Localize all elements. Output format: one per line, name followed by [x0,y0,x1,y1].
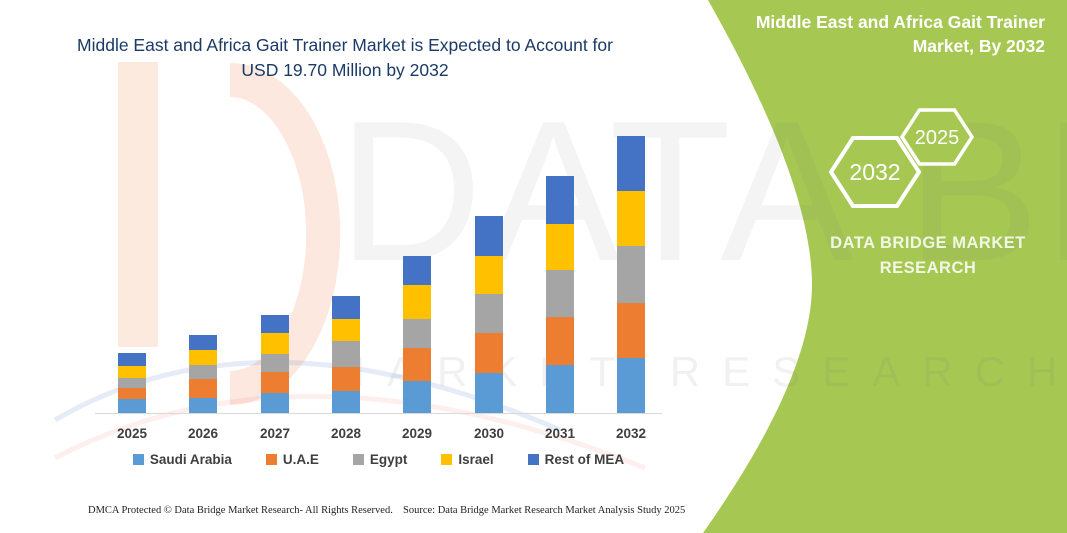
legend-label-saudi-arabia: Saudi Arabia [149,452,232,467]
bar-2026 [189,334,217,413]
side-panel-title-line1: Middle East and Africa Gait Trainer [755,12,1045,32]
x-axis-label-2032: 2032 [615,426,647,441]
bar-2029 [403,255,431,413]
x-axis-label-2029: 2029 [401,426,433,441]
side-panel-title: Middle East and Africa Gait Trainer Mark… [756,10,1045,58]
watermark-swoosh-red [53,394,646,471]
legend-item-egypt: Egypt [352,452,408,467]
bar-2025 [118,352,146,413]
chart-title-line2: USD 19.70 Million by 2032 [241,60,449,80]
bar-segment-egypt [118,377,146,388]
bar-2028 [332,295,360,413]
bar-segment-saudi-arabia [189,398,217,413]
bar-segment-israel [403,285,431,319]
bar-segment-egypt [475,293,503,333]
bar-segment-rest-of-mea [546,176,574,224]
legend-swatch-israel [441,454,453,465]
hexagon-2032-label: 2032 [849,159,900,185]
brand-name: DATA BRIDGE MARKET RESEARCH [800,231,1056,281]
legend-swatch-egypt [352,454,364,465]
legend-label-israel: Israel [458,452,494,467]
bar-segment-egypt [261,353,289,372]
bar-segment-saudi-arabia [118,398,146,413]
bar-2027 [261,314,289,413]
bar-segment-u-a-e [546,316,574,365]
hexagon-2025 [899,108,975,166]
copyright-text: DMCA Protected © Data Bridge Market Rese… [88,505,393,516]
bar-segment-saudi-arabia [261,393,289,413]
bar-segment-saudi-arabia [403,381,431,413]
bar-segment-saudi-arabia [546,364,574,413]
bar-2032 [617,136,645,413]
watermark-logo-stem [118,62,158,347]
bar-segment-rest-of-mea [617,136,645,191]
bar-segment-rest-of-mea [403,255,431,286]
bar-segment-egypt [617,246,645,303]
brand-line1: DATA BRIDGE MARKET [830,234,1026,252]
bar-2030 [475,215,503,413]
bar-segment-u-a-e [475,333,503,373]
bar-segment-u-a-e [403,347,431,382]
chart-title-line1: Middle East and Africa Gait Trainer Mark… [77,35,613,55]
x-axis-line [95,413,662,414]
bar-segment-egypt [189,364,217,379]
legend-item-israel: Israel [441,452,494,467]
bar-segment-egypt [403,318,431,348]
bar-segment-rest-of-mea [261,314,289,333]
bar-segment-u-a-e [332,367,360,392]
x-axis-label-2031: 2031 [544,426,576,441]
bar-segment-israel [189,349,217,365]
x-axis-label-2028: 2028 [330,426,362,441]
legend-swatch-u-a-e [265,454,277,465]
bar-segment-rest-of-mea [118,352,146,366]
bar-segment-rest-of-mea [475,215,503,257]
legend-swatch-saudi-arabia [132,454,144,465]
legend-label-egypt: Egypt [369,452,408,467]
bar-segment-israel [118,365,146,378]
legend: Saudi Arabia U.A.E Egypt Israel Rest of MEA [95,452,662,467]
bar-segment-israel [332,319,360,342]
x-axis-label-2027: 2027 [259,426,291,441]
legend-item-rest-of-mea: Rest of MEA [527,452,625,467]
bar-segment-israel [475,256,503,294]
x-axis-label-2025: 2025 [116,426,148,441]
bar-segment-saudi-arabia [617,357,645,413]
legend-item-u-a-e: U.A.E [265,452,319,467]
legend-label-rest-of-mea: Rest of MEA [544,452,625,467]
green-panel-shape [703,0,1067,533]
hexagon-2025-label: 2025 [915,127,960,149]
source-text: Source: Data Bridge Market Research Mark… [403,505,686,516]
bar-segment-egypt [332,341,360,368]
bar-segment-egypt [546,269,574,317]
chart-title: Middle East and Africa Gait Trainer Mark… [45,33,645,83]
x-axis-label-2030: 2030 [473,426,505,441]
hexagon-2032 [828,136,922,208]
bar-2031 [546,176,574,413]
bar-segment-rest-of-mea [189,334,217,350]
bar-segment-rest-of-mea [332,295,360,320]
bar-segment-u-a-e [617,302,645,358]
bar-segment-saudi-arabia [475,373,503,413]
legend-item-saudi-arabia: Saudi Arabia [132,452,232,467]
side-panel-title-line2: Market, By 2032 [912,36,1045,56]
bar-segment-u-a-e [118,387,146,399]
legend-swatch-rest-of-mea [527,454,539,465]
bar-segment-saudi-arabia [332,391,360,413]
bar-segment-israel [617,190,645,247]
bar-segment-israel [546,223,574,270]
legend-label-u-a-e: U.A.E [282,452,319,467]
bar-segment-israel [261,332,289,354]
x-axis-label-2026: 2026 [187,426,219,441]
brand-line2: RESEARCH [879,259,977,277]
bar-segment-u-a-e [261,371,289,393]
bar-segment-u-a-e [189,379,217,398]
